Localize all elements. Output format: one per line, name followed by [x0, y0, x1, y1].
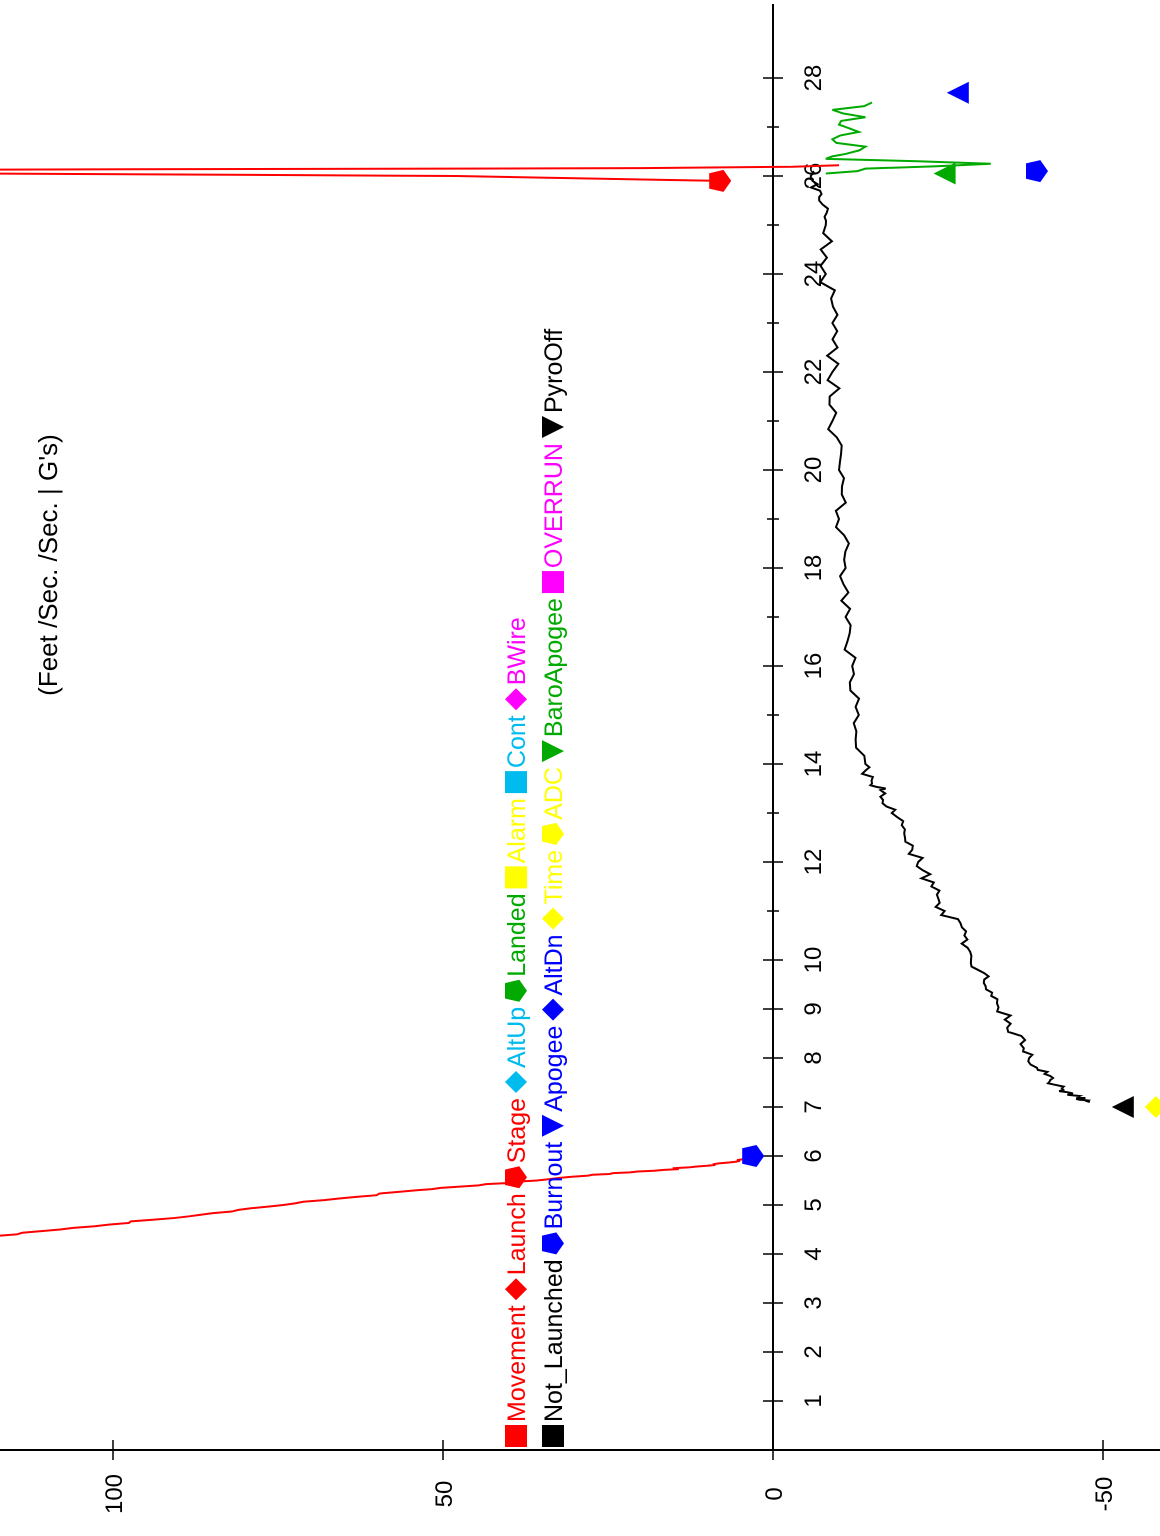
legend-label: PyroOff: [540, 329, 568, 413]
series-line: [808, 170, 1092, 1104]
x-tick-label: 9: [800, 1002, 827, 1015]
x-tick-label: 1: [800, 1394, 827, 1407]
legend-label: Alarm: [503, 798, 531, 863]
x-tick-label: 4: [800, 1247, 827, 1260]
series-line: [825, 101, 991, 175]
event-marker: [742, 1145, 765, 1167]
event-marker: [933, 162, 956, 185]
legend-marker: [542, 907, 564, 930]
x-tick-label: 12: [800, 849, 827, 876]
legend-label: BaroApogee: [540, 598, 568, 737]
y-axis-label: (Feet /Sec. /Sec. | G's): [33, 434, 63, 696]
legend-marker: [542, 740, 564, 763]
legend-label: ADC: [540, 767, 568, 820]
legend-label: BWire: [503, 617, 531, 685]
legend-label: AltUp: [503, 1007, 531, 1068]
legend-marker: [505, 1425, 527, 1447]
event-marker: [1111, 1096, 1134, 1118]
x-tick-label: 2: [800, 1345, 827, 1358]
legend-marker: [542, 571, 564, 594]
axes: 1234567891012141618202224262820015010050…: [0, 4, 1160, 1514]
legend-marker: [505, 1166, 527, 1189]
x-tick-label: 28: [800, 65, 827, 92]
legend-marker: [542, 416, 564, 439]
x-tick-label: 14: [800, 751, 827, 778]
legend-label: Launch: [503, 1193, 531, 1275]
series-line: [0, 1155, 761, 1237]
legend-marker: [542, 998, 564, 1021]
x-tick-label: 10: [800, 947, 827, 974]
legend-label: AltDn: [540, 934, 568, 995]
legend-label: Time: [540, 850, 568, 905]
legend-marker: [505, 1278, 527, 1301]
legend-marker: [505, 771, 527, 794]
legend-marker: [505, 866, 527, 889]
x-tick-label: 20: [800, 457, 827, 484]
event-markers: [709, 81, 1160, 1167]
data-series: [0, 101, 1092, 1237]
event-marker: [1144, 1096, 1160, 1118]
y-tick-label: 0: [761, 1487, 788, 1500]
legend-label: Burnout: [540, 1142, 568, 1230]
series-line: [0, 164, 840, 182]
x-tick-label: 7: [800, 1100, 827, 1113]
x-tick-label: 16: [800, 653, 827, 680]
y-tick-label: -50: [1091, 1477, 1118, 1512]
legend-marker: [542, 1114, 564, 1137]
legend-label: Not_Launched: [540, 1259, 568, 1422]
legend-label: Movement: [503, 1305, 531, 1422]
event-marker: [709, 169, 732, 192]
legend-label: Landed: [503, 893, 531, 976]
legend-label: Cont: [503, 715, 531, 768]
event-marker: [946, 81, 969, 104]
legend-label: Stage: [503, 1098, 531, 1163]
legend-marker: [505, 1070, 527, 1093]
x-tick-label: 5: [800, 1198, 827, 1211]
legend-label: OVERRUN: [540, 443, 568, 568]
y-tick-label: 100: [101, 1474, 128, 1514]
legend-marker: [505, 979, 527, 1002]
legend-marker: [542, 1425, 564, 1447]
legend-marker: [542, 822, 564, 845]
legend-marker: [505, 688, 527, 711]
x-tick-label: 8: [800, 1051, 827, 1064]
y-tick-label: 50: [431, 1481, 458, 1508]
x-tick-label: 18: [800, 555, 827, 582]
x-tick-label: 6: [800, 1149, 827, 1162]
x-tick-label: 22: [800, 359, 827, 386]
legend: Movement Launch Stage AltUp Landed Alarm Cont B…: [503, 329, 568, 1447]
legend-marker: [542, 1232, 564, 1255]
event-marker: [1026, 160, 1048, 183]
x-tick-label: 3: [800, 1296, 827, 1309]
legend-label: Apogee: [540, 1026, 568, 1112]
